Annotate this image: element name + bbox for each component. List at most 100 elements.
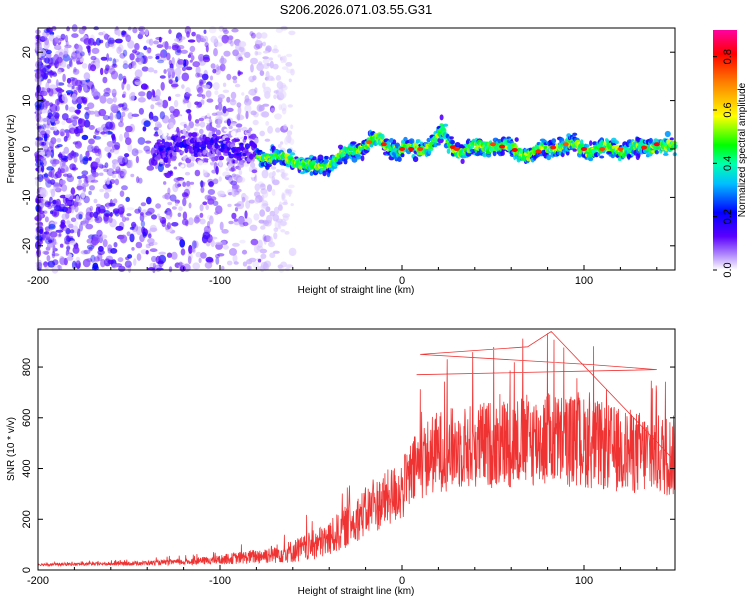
spectrogram-noise-cell xyxy=(269,60,274,69)
spectrogram-noise-cell xyxy=(40,130,47,136)
spectrogram-noise-cell xyxy=(70,114,78,123)
spectrogram-noise-cell xyxy=(237,176,246,183)
spectrogram-noise-cell xyxy=(144,140,152,144)
spectrogram-noise-cell xyxy=(37,61,44,69)
spectrogram-noise-cell xyxy=(40,36,48,41)
spectrogram-noise-cell xyxy=(93,145,100,153)
spectrogram-noise-cell xyxy=(142,232,147,238)
spectrogram-noise-cell xyxy=(211,169,217,174)
spectrogram-noise-cell xyxy=(274,113,282,120)
snr-y-axis-label: SNR (10 * v/v) xyxy=(6,417,17,481)
spectrogram-noise-cell xyxy=(276,169,281,173)
spectrogram-noise-cell xyxy=(43,40,50,50)
spectrogram-ridge-cell xyxy=(186,125,191,132)
spectrogram-noise-cell xyxy=(171,251,178,260)
spectrogram-noise-cell xyxy=(195,251,202,258)
spectrogram-noise-cell xyxy=(127,26,132,31)
spectrogram-noise-cell xyxy=(213,48,218,57)
spectrogram-noise-cell xyxy=(110,103,118,113)
spectrogram-noise-cell xyxy=(217,102,223,111)
spectrogram-noise-cell xyxy=(168,29,172,35)
colorbar-gradient xyxy=(713,30,737,270)
spectrogram-noise-cell xyxy=(119,190,125,197)
spectrogram-noise-cell xyxy=(38,151,45,155)
spectrogram-noise-cell xyxy=(107,152,111,159)
spectrogram-noise-cell xyxy=(137,206,142,213)
spectrogram-ridge-cell xyxy=(322,170,327,177)
spectrogram-noise-cell xyxy=(71,150,75,157)
spectrogram-noise-cell xyxy=(119,52,126,59)
spectrogram-noise-cell xyxy=(161,219,167,228)
spectrogram-noise-cell xyxy=(147,238,155,244)
spectrogram-ridge-cell xyxy=(664,130,671,138)
spectrogram-noise-cell xyxy=(238,56,244,62)
spectrogram-y-tick-label: 10 xyxy=(21,94,33,106)
spectrogram-ridge-cell xyxy=(408,138,415,145)
spectrogram-noise-cell xyxy=(263,235,272,243)
spectrogram-noise-cell xyxy=(69,163,76,171)
spectrogram-noise-cell xyxy=(278,104,282,111)
spectrogram-noise-cell xyxy=(86,258,93,263)
spectrogram-noise-cell xyxy=(156,44,163,49)
spectrogram-noise-cell xyxy=(83,72,91,80)
spectrogram-x-tick-label: 100 xyxy=(575,275,593,287)
spectrogram-noise-cell xyxy=(108,216,113,223)
spectrogram-noise-cell xyxy=(215,205,223,215)
spectrogram-noise-cell xyxy=(273,227,279,233)
spectrogram-noise-cell xyxy=(252,96,261,102)
spectrogram-noise-cell xyxy=(231,28,239,33)
snr-y-ticks: 0 200 400 600 800 xyxy=(21,358,675,573)
spectrogram-ridge-cell xyxy=(286,148,292,154)
spectrogram-noise-cell xyxy=(70,217,77,223)
spectrogram-noise-cell xyxy=(35,137,44,141)
spectrogram-ridge-cell xyxy=(466,138,471,142)
spectrogram-noise-cell xyxy=(78,214,83,220)
spectrogram-noise-cell xyxy=(168,96,172,101)
spectrogram-ridge-cell xyxy=(250,161,255,166)
spectrogram-noise-cell xyxy=(39,128,46,135)
spectrogram-noise-cell xyxy=(102,115,110,121)
spectrogram-noise-cell xyxy=(202,84,211,89)
spectrogram-noise-cell xyxy=(122,75,127,81)
spectrogram-noise-cell xyxy=(140,202,147,207)
spectrogram-noise-cell xyxy=(66,26,70,32)
spectrogram-ridge-cell xyxy=(238,170,243,176)
spectrogram-noise-cell xyxy=(174,181,181,189)
spectrogram-noise-cell xyxy=(290,68,295,76)
spectrogram-noise-cell xyxy=(81,63,88,69)
spectrogram-x-axis-label: Height of straight line (km) xyxy=(298,285,415,296)
spectrogram-noise-cell xyxy=(65,104,69,111)
spectrogram-noise-cell xyxy=(82,156,89,165)
spectrogram-noise-cell xyxy=(90,179,99,183)
snr-x-tick-label: 100 xyxy=(575,575,593,587)
spectrogram-noise-cell xyxy=(176,49,183,54)
spectrogram-noise-cell xyxy=(93,41,97,46)
spectrogram-noise-cell xyxy=(66,77,72,84)
spectrogram-noise-cell xyxy=(125,125,133,133)
spectrogram-y-tick-label: 20 xyxy=(21,46,33,58)
spectrogram-hotspot xyxy=(535,149,542,154)
spectrogram-noise-cell xyxy=(227,203,232,208)
spectrogram-noise-cell xyxy=(258,61,263,66)
spectrogram-noise-cell xyxy=(208,26,217,34)
spectrogram-noise-cell xyxy=(169,211,173,218)
spectrogram-noise-cell xyxy=(177,212,182,217)
spectrogram-noise-cell xyxy=(217,253,225,257)
spectrogram-noise-cell xyxy=(232,242,240,247)
spectrogram-ridge-cell xyxy=(546,154,552,161)
spectrogram-noise-cell xyxy=(79,223,83,232)
spectrogram-noise-cell xyxy=(181,84,185,89)
spectrogram-noise-cell xyxy=(50,210,54,214)
spectrogram-noise-cell xyxy=(116,46,122,54)
spectrogram-noise-cell xyxy=(44,37,49,46)
spectrogram-noise-cell xyxy=(181,192,189,198)
spectrogram-noise-cell xyxy=(227,189,235,196)
spectrogram-noise-cell xyxy=(190,55,195,61)
spectrogram-noise-cell xyxy=(175,93,181,97)
spectrogram-noise-cell xyxy=(53,173,59,179)
spectrogram-noise-cell xyxy=(127,112,134,120)
spectrogram-hotspot xyxy=(399,147,405,151)
spectrogram-noise-cell xyxy=(163,69,167,74)
spectrogram-noise-cell xyxy=(69,229,75,234)
spectrogram-noise-cell xyxy=(230,98,235,102)
